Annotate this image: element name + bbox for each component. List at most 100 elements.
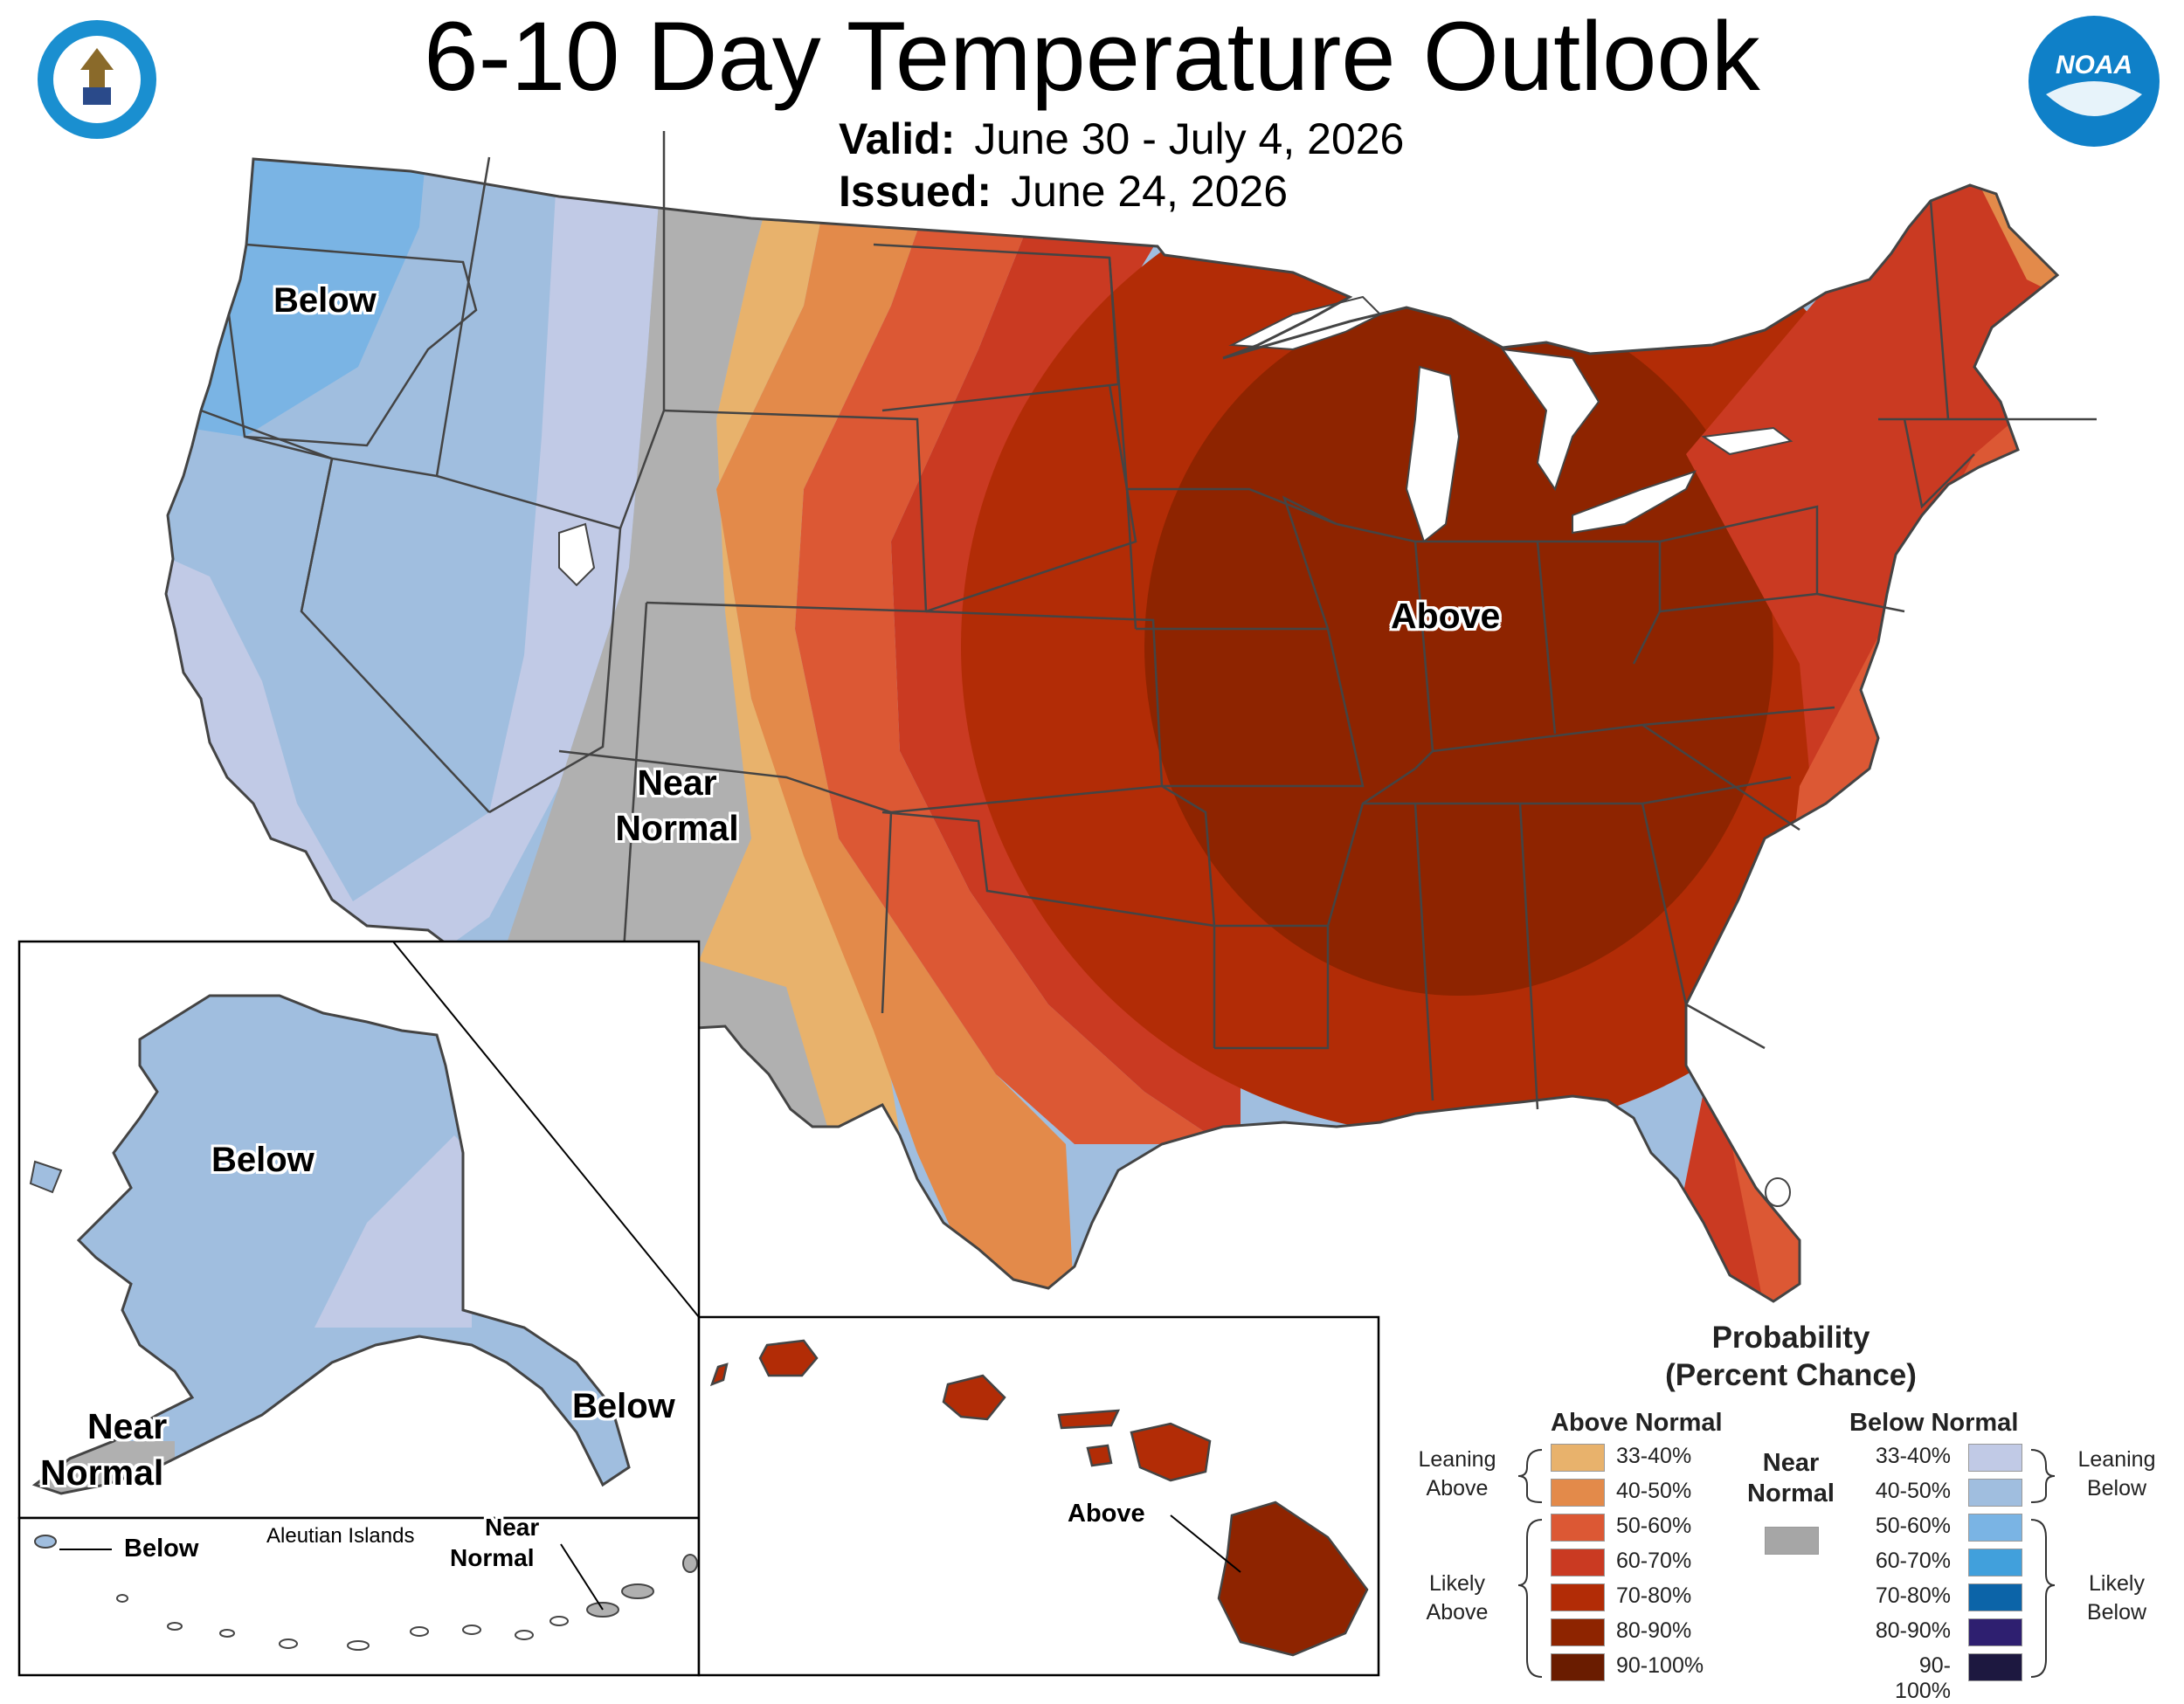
maui [1130, 1422, 1212, 1482]
conus-near-label-2: Normal [615, 808, 739, 848]
aleutian-near-label-2: Normal [450, 1544, 535, 1571]
below-legend-range: 40-50% [1875, 1479, 1951, 1503]
band-below-33-40-east [262, 159, 664, 961]
valid-range: June 30 - July 4, 2026 [974, 114, 1405, 163]
below-legend-range: 80-90% [1875, 1618, 1951, 1643]
conus-below-label: Below [273, 281, 377, 320]
lake-michigan [1405, 365, 1461, 543]
below-legend-swatch [1968, 1618, 2022, 1646]
above-legend-range: 40-50% [1616, 1479, 1692, 1503]
valid-label: Valid: [839, 114, 956, 163]
aleutian-near-pointer [560, 1543, 604, 1611]
aleutian-east-islands [586, 1554, 698, 1618]
st-lawrence-island [29, 1160, 63, 1194]
valid-dates: Valid: June 30 - July 4, 2026 [839, 114, 1404, 164]
above-legend-range: 60-70% [1616, 1549, 1692, 1573]
above-legend-swatch [1551, 1444, 1605, 1472]
state-borders [200, 131, 2097, 1110]
likely-below-line-1: Likely [2089, 1571, 2145, 1596]
alaska-near-label-2: Normal [40, 1452, 164, 1493]
above-legend-swatch [1551, 1583, 1605, 1611]
page-title: 6-10 Day Temperature Outlook [424, 2, 1760, 111]
above-legend-row: 33-40% [1551, 1443, 1725, 1473]
band-above-80-90 [1144, 297, 1773, 996]
noaa-logo-text: NOAA [2055, 51, 2133, 79]
issued-date: Issued: June 24, 2026 [839, 166, 1288, 217]
alaska-outline [31, 994, 631, 1495]
below-legend-swatch [1968, 1653, 2022, 1681]
issued-value: June 24, 2026 [1011, 167, 1289, 216]
niihau [709, 1363, 729, 1387]
above-legend-range: 33-40% [1616, 1444, 1692, 1468]
below-legend-row: 50-60% [1863, 1513, 2038, 1542]
above-legend-range: 50-60% [1616, 1514, 1692, 1538]
likely-below-line-2: Below [2086, 1600, 2147, 1625]
above-legend-swatch [1551, 1514, 1605, 1542]
band-above-50-60-florida [1878, 1092, 2009, 1301]
below-legend-range: 50-60% [1875, 1514, 1951, 1538]
aleutian-below-label: Below [124, 1535, 199, 1563]
hawaii-above-label: Above [1068, 1500, 1145, 1528]
band-above-60-70-west [891, 159, 1241, 1144]
conus-near-label-1: Near [637, 762, 717, 803]
above-legend-swatch [1551, 1549, 1605, 1576]
above-legend-range: 70-80% [1616, 1583, 1692, 1608]
alaska-near-label-1: Near [87, 1406, 168, 1446]
lake-erie [1572, 470, 1697, 535]
below-legend-row: 33-40% [1863, 1443, 2038, 1473]
above-legend-row: 70-80% [1551, 1583, 1725, 1612]
aleutian-islands [116, 1594, 569, 1651]
below-legend-swatch [1968, 1514, 2022, 1542]
above-legend-row: 60-70% [1551, 1548, 1725, 1577]
below-legend-row: 40-50% [1863, 1478, 2038, 1507]
aleutian-west-islands [34, 1535, 57, 1549]
below-legend-range: 60-70% [1875, 1549, 1951, 1573]
below-legend-row: 60-70% [1863, 1548, 2038, 1577]
legend-near-normal-swatch [1765, 1527, 1819, 1555]
issued-label: Issued: [839, 167, 992, 216]
conus-outline [164, 157, 2060, 1303]
near-normal-line-2: Normal [1747, 1480, 1835, 1507]
great-salt-lake [558, 522, 596, 587]
inset-connector-line [392, 941, 700, 1318]
above-legend-row: 90-100% [1551, 1652, 1725, 1682]
leaning-above-line-1: Leaning [1418, 1447, 1496, 1472]
band-above-33-40 [699, 159, 900, 1135]
lake-huron [1500, 348, 1600, 492]
below-legend-swatch [1968, 1444, 2022, 1472]
likely-above-line-1: Likely [1429, 1571, 1485, 1596]
above-legend-row: 50-60% [1551, 1513, 1725, 1542]
aleutian-islands-title: Aleutian Islands [266, 1524, 415, 1548]
above-legend-swatch [1551, 1618, 1605, 1646]
below-legend-swatch [1968, 1549, 2022, 1576]
legend-title: Probability (Percent Chance) [1599, 1319, 1983, 1394]
legend-likely-above: Likely Above [1408, 1569, 1506, 1627]
oahu [942, 1374, 1006, 1421]
hawaii-islands [709, 1339, 1212, 1482]
legend-likely-below: Likely Below [2068, 1569, 2166, 1627]
molokai [1057, 1409, 1121, 1430]
below-legend-range: 33-40% [1875, 1444, 1951, 1468]
below-legend-range: 90-100% [1895, 1653, 1951, 1703]
likely-above-line-2: Above [1426, 1600, 1489, 1625]
above-legend-range: 90-100% [1616, 1653, 1704, 1678]
leaning-above-line-2: Above [1426, 1476, 1489, 1500]
below-legend-range: 70-80% [1875, 1583, 1951, 1608]
above-legend-row: 80-90% [1551, 1618, 1725, 1647]
below-legend-swatch [1968, 1479, 2022, 1507]
below-legend-swatch [1968, 1583, 2022, 1611]
commerce-seal-icon [38, 20, 156, 139]
above-legend-row: 40-50% [1551, 1478, 1725, 1507]
kauai [758, 1339, 819, 1377]
noaa-logo-icon: NOAA [2028, 16, 2160, 147]
aleutian-near-label-1: Near [485, 1514, 540, 1541]
band-above-50-60-west [795, 159, 1223, 1144]
above-legend-swatch [1551, 1479, 1605, 1507]
leaning-below-line-2: Below [2086, 1476, 2147, 1500]
legend-leaning-above: Leaning Above [1408, 1445, 1506, 1503]
below-legend-row: 90-100% [1863, 1652, 2038, 1703]
below-legend-row: 80-90% [1863, 1618, 2038, 1647]
near-normal-line-1: Near [1762, 1449, 1820, 1477]
hawaii-above-pointer [1170, 1514, 1241, 1573]
